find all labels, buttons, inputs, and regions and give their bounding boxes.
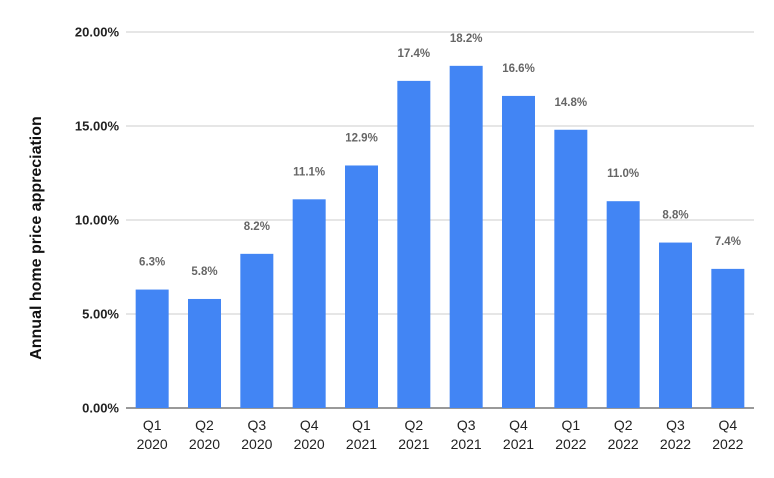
bar — [345, 165, 378, 408]
data-label: 16.6% — [502, 63, 535, 75]
y-tick-label: 10.00% — [75, 213, 120, 228]
x-tick-label-quarter: Q3 — [247, 417, 266, 433]
y-tick-label: 5.00% — [82, 307, 119, 322]
y-axis-ticks: 0.00% 5.00% 10.00% 15.00% 20.00% — [75, 25, 120, 416]
data-label: 12.9% — [345, 132, 378, 144]
bars — [135, 65, 745, 409]
x-tick-label-quarter: Q1 — [143, 417, 162, 433]
bar — [502, 95, 535, 409]
bar — [606, 201, 640, 408]
x-tick-label-year: 2021 — [503, 436, 534, 452]
x-tick-label-year: 2020 — [294, 436, 325, 452]
x-tick-label-year: 2022 — [660, 436, 691, 452]
data-label: 17.4% — [398, 48, 431, 60]
data-label: 8.2% — [244, 221, 270, 233]
bar — [554, 129, 588, 408]
bar — [711, 268, 745, 408]
bar — [188, 298, 221, 408]
x-tick-label-quarter: Q4 — [718, 417, 737, 433]
x-tick-label-year: 2022 — [608, 436, 639, 452]
bar — [659, 242, 692, 408]
y-tick-label: 15.00% — [75, 119, 120, 134]
x-tick-label-quarter: Q1 — [352, 417, 371, 433]
data-label: 5.8% — [191, 266, 217, 278]
x-tick-label-quarter: Q2 — [195, 417, 214, 433]
bar — [449, 65, 483, 408]
bar — [135, 289, 169, 408]
data-label: 7.4% — [715, 236, 741, 248]
data-label: 18.2% — [450, 33, 483, 45]
x-tick-label-year: 2020 — [189, 436, 220, 452]
bar — [397, 80, 431, 408]
x-tick-label-quarter: Q4 — [300, 417, 319, 433]
x-tick-label-quarter: Q2 — [614, 417, 633, 433]
x-tick-label-quarter: Q3 — [457, 417, 476, 433]
y-axis-title: Annual home price appreciation — [28, 116, 45, 360]
data-label: 6.3% — [139, 257, 165, 269]
y-tick-label: 20.00% — [75, 25, 120, 40]
x-tick-label-year: 2021 — [346, 436, 377, 452]
x-tick-label-year: 2021 — [398, 436, 429, 452]
data-label: 11.1% — [293, 166, 325, 178]
bar — [292, 199, 326, 408]
y-tick-label: 0.00% — [82, 401, 119, 416]
x-tick-label-quarter: Q4 — [509, 417, 528, 433]
x-tick-label-year: 2020 — [137, 436, 168, 452]
gridlines — [126, 31, 754, 409]
x-tick-label-quarter: Q3 — [666, 417, 685, 433]
x-tick-label-year: 2022 — [555, 436, 586, 452]
x-tick-label-year: 2022 — [712, 436, 743, 452]
x-tick-label-quarter: Q2 — [404, 417, 423, 433]
x-tick-label-quarter: Q1 — [561, 417, 580, 433]
x-tick-label-year: 2020 — [241, 436, 272, 452]
data-label: 14.8% — [555, 97, 588, 109]
x-axis-categories: Q1 2020 Q2 2020 Q3 2020 Q4 2020 Q1 2021 Q2 2021 Q3 20… — [137, 417, 744, 452]
data-label: 11.0% — [607, 168, 639, 180]
bar — [240, 253, 274, 408]
data-labels: 6.3% 5.8% 8.2% 11.1% 12.9% 17.4% 18.2% 16.6% 14.… — [139, 33, 741, 278]
data-label: 8.8% — [662, 210, 688, 222]
x-tick-label-year: 2021 — [451, 436, 482, 452]
